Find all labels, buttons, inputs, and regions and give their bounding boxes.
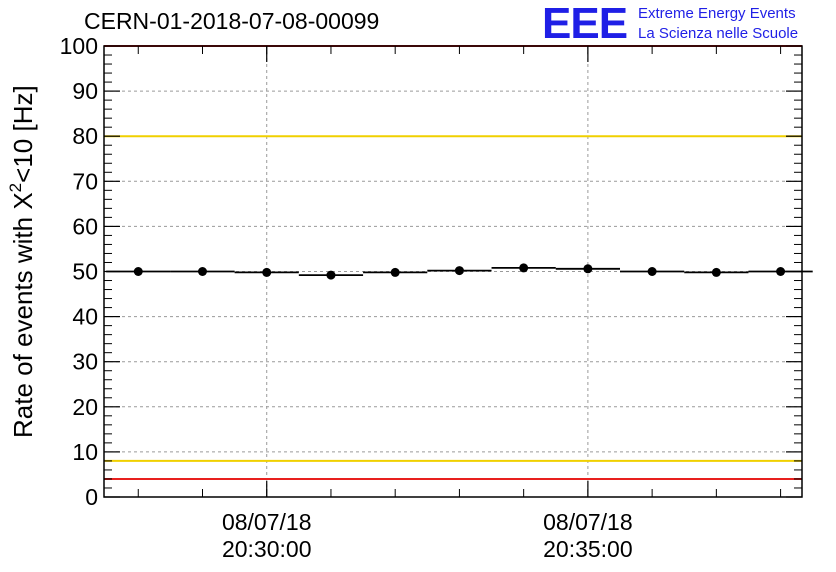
plot-frame (103, 45, 803, 498)
y-axis-label: Rate of events with X2<10 [Hz] (6, 85, 38, 438)
data-point (583, 264, 593, 274)
y-tick-label: 50 (72, 259, 98, 285)
y-tick-label: 10 (72, 439, 98, 465)
y-tick-label: 100 (60, 33, 98, 59)
data-point (711, 267, 721, 277)
y-tick-label: 90 (72, 78, 98, 104)
data-point (647, 267, 657, 276)
data-point (197, 267, 207, 276)
logo-text-line2: La Scienza nelle Scuole (638, 25, 799, 42)
y-tick-label: 70 (72, 168, 98, 194)
data-point (776, 267, 786, 276)
y-axis-label-main: Rate of events with X (8, 192, 38, 438)
axis-ticks: 010203040506070809010008/07/1820:30:0008… (60, 33, 802, 562)
y-tick-label: 20 (72, 394, 98, 420)
reference-lines (104, 45, 802, 480)
x-tick-label-time: 20:30:00 (222, 536, 312, 562)
logo-text-line1: Extreme Energy Events (638, 5, 796, 22)
y-tick-label: 80 (72, 123, 98, 149)
svg-text:Rate of events with X2<10 [Hz]: Rate of events with X2<10 [Hz] (6, 85, 38, 438)
eee-logo-mark: EEE (542, 0, 628, 48)
y-tick-label: 60 (72, 213, 98, 239)
chart-title: CERN-01-2018-07-08-00099 (84, 8, 380, 34)
x-tick-label-date: 08/07/18 (222, 509, 312, 535)
data-point (390, 267, 400, 277)
data-point (133, 267, 143, 276)
x-tick-label-time: 20:35:00 (543, 536, 633, 562)
data-point (326, 270, 336, 280)
data-series (106, 263, 813, 280)
x-tick-label-date: 08/07/18 (543, 509, 633, 535)
y-axis-label-tail: <10 [Hz] (8, 85, 38, 183)
data-point (519, 263, 529, 273)
y-tick-label: 0 (85, 484, 98, 510)
y-tick-label: 30 (72, 349, 98, 375)
grid-lines (104, 46, 802, 497)
y-axis-label-sup: 2 (6, 183, 25, 192)
y-tick-label: 40 (72, 304, 98, 330)
eee-logo: EEE Extreme Energy Events La Scienza nel… (542, 2, 832, 46)
data-point (262, 267, 272, 277)
data-point (454, 266, 464, 276)
